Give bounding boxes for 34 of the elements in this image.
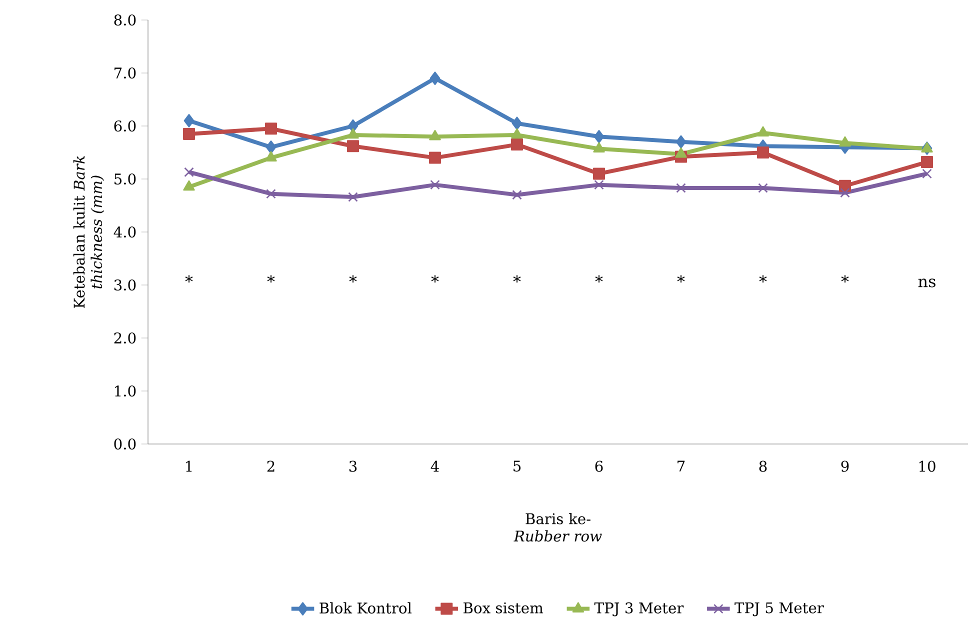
legend-label: TPJ 3 Meter: [594, 602, 684, 616]
y-tick-label: 0.0: [114, 438, 136, 450]
x-tick-label: 4: [430, 460, 439, 472]
legend-label: Blok Kontrol: [320, 602, 412, 614]
y-tick-label: 6.0: [114, 120, 136, 132]
x-tick-label: 1: [186, 460, 192, 472]
annotation: ns: [918, 278, 936, 288]
x-tick-label: 9: [841, 460, 849, 472]
annotation: *: [349, 275, 357, 283]
annotation: *: [513, 275, 521, 283]
x-tick-label: 7: [678, 460, 685, 472]
x-tick-label: 8: [759, 460, 767, 472]
legend-label: TPJ 5 Meter: [734, 602, 824, 616]
x-tick-label: 3: [349, 460, 357, 472]
y-tick-label: 3.0: [114, 279, 136, 291]
y-tick-label: 2.0: [114, 332, 136, 344]
legend-label: Box sistem: [464, 602, 544, 614]
annotation: *: [185, 275, 193, 283]
x-tick-label: 10: [919, 460, 936, 472]
x-tick-label: 2: [267, 460, 274, 472]
annotation: *: [267, 275, 275, 283]
x-axis-title: Baris ke- Rubber row: [514, 512, 602, 542]
annotation: *: [595, 275, 603, 283]
annotation: *: [677, 275, 685, 283]
annotation: *: [841, 275, 849, 283]
y-tick-label: 5.0: [114, 173, 136, 185]
x-tick-label: 6: [595, 460, 603, 472]
y-tick-label: 4.0: [114, 226, 136, 238]
x-tick-label: 5: [514, 460, 521, 472]
annotation: *: [759, 275, 767, 283]
y-tick-label: 1.0: [115, 385, 136, 397]
y-tick-label: 7.0: [114, 67, 136, 79]
annotation: *: [431, 275, 439, 283]
y-tick-label: 8.0: [114, 14, 136, 26]
